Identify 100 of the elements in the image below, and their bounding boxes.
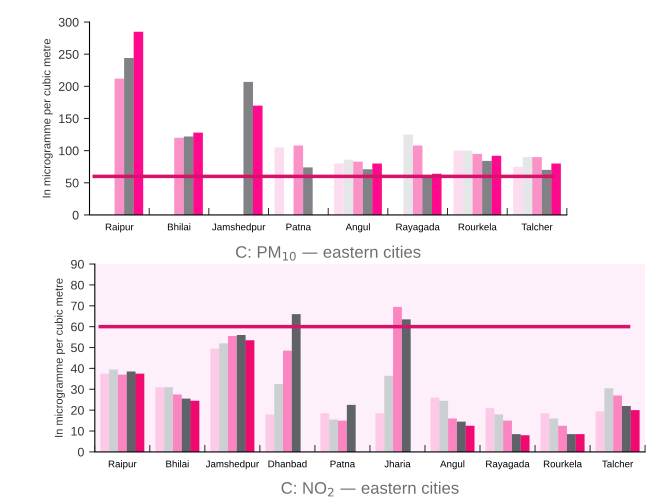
bar	[353, 162, 363, 215]
y-tick-label: 60	[71, 322, 84, 332]
bar	[155, 387, 164, 452]
y-tick-label: 300	[58, 18, 79, 27]
bar	[236, 335, 246, 452]
bar	[243, 82, 253, 215]
bar	[114, 78, 124, 215]
y-tick-label: 10	[71, 426, 84, 436]
bar	[486, 408, 494, 452]
bar	[372, 163, 382, 215]
bar	[630, 410, 640, 452]
bar	[402, 319, 411, 452]
bar	[513, 166, 523, 215]
x-tick-label: Jharia	[384, 460, 411, 468]
bar	[482, 160, 492, 215]
bar	[362, 169, 372, 215]
x-tick-label: Talcher	[602, 460, 634, 468]
y-tick-label: 70	[71, 302, 84, 310]
bar	[549, 418, 558, 452]
x-tick-label: Patna	[330, 460, 356, 468]
bar	[334, 163, 344, 215]
bar	[329, 420, 338, 452]
bar	[520, 435, 530, 452]
bar	[551, 163, 561, 215]
x-tick-label: Dhanbad	[268, 460, 307, 468]
bar	[283, 350, 292, 452]
x-tick-label: Jamshedpur	[206, 460, 259, 470]
x-tick-label: Jamshedpur	[212, 223, 266, 232]
bar	[164, 387, 173, 452]
bar	[448, 418, 457, 452]
bar	[344, 160, 354, 215]
y-tick-label: 50	[66, 178, 79, 188]
bar	[294, 145, 304, 215]
bar	[522, 157, 532, 215]
bar	[613, 396, 622, 452]
bar	[576, 434, 585, 452]
bar	[265, 414, 274, 452]
bar	[453, 150, 464, 215]
bar	[463, 150, 473, 215]
y-axis-title: In microgramme per cubic metre	[54, 278, 65, 437]
bar	[422, 176, 432, 215]
bar	[126, 372, 136, 452]
bar	[466, 426, 475, 452]
bar	[558, 426, 567, 452]
bar	[494, 414, 504, 452]
bar	[456, 422, 466, 452]
x-tick-label: Raipur	[106, 223, 134, 232]
bar	[118, 374, 127, 452]
bar	[492, 156, 502, 215]
bar	[338, 420, 347, 452]
y-tick-label: 0	[72, 210, 79, 220]
x-tick-label: Rourkela	[544, 460, 582, 468]
y-tick-label: 100	[59, 146, 79, 156]
y-tick-label: 150	[59, 114, 79, 124]
bar	[174, 138, 184, 215]
x-tick-label: Raipur	[108, 460, 136, 470]
bar	[503, 420, 512, 452]
bar	[136, 374, 144, 452]
text: C: PM$_{10}$ — eastern cities	[236, 246, 420, 261]
bar	[190, 400, 200, 452]
bar	[134, 32, 144, 215]
x-tick-label: Angul	[346, 223, 370, 232]
bar	[596, 411, 604, 452]
bar	[540, 413, 550, 452]
bar	[393, 306, 402, 452]
x-tick-label: Rayagada	[486, 460, 530, 470]
bar	[274, 147, 284, 215]
bar	[184, 136, 194, 215]
bar	[566, 434, 576, 452]
y-tick-label: 40	[70, 364, 84, 374]
bar	[384, 376, 394, 452]
bar	[472, 154, 482, 215]
bar	[219, 343, 228, 452]
x-tick-label: Talcher	[522, 223, 553, 230]
x-tick-label: Angul	[440, 460, 464, 470]
y-tick-label: 0	[78, 448, 84, 457]
bar	[622, 406, 631, 452]
bar	[403, 134, 413, 215]
bar	[346, 404, 356, 452]
bar	[375, 413, 384, 452]
y-tick-label: 80	[71, 280, 84, 290]
y-axis-title: In microgramme per cubic metre	[42, 39, 53, 198]
bar	[182, 398, 191, 452]
bar	[124, 58, 134, 215]
bar	[430, 398, 440, 452]
bar	[292, 314, 301, 452]
x-tick-label: Rourkela	[458, 223, 497, 230]
bar	[228, 336, 237, 452]
bar	[604, 388, 614, 452]
y-tick-label: 20	[71, 406, 84, 415]
bar	[439, 400, 448, 452]
x-tick-label: Bhilai	[166, 460, 189, 468]
y-tick-label: 90	[71, 260, 84, 269]
bar	[512, 434, 521, 452]
bar	[542, 170, 552, 215]
y-tick-label: 30	[70, 385, 84, 394]
y-tick-label: 50	[70, 343, 84, 352]
bar	[412, 145, 422, 215]
bar	[246, 340, 254, 452]
bar	[100, 374, 110, 452]
